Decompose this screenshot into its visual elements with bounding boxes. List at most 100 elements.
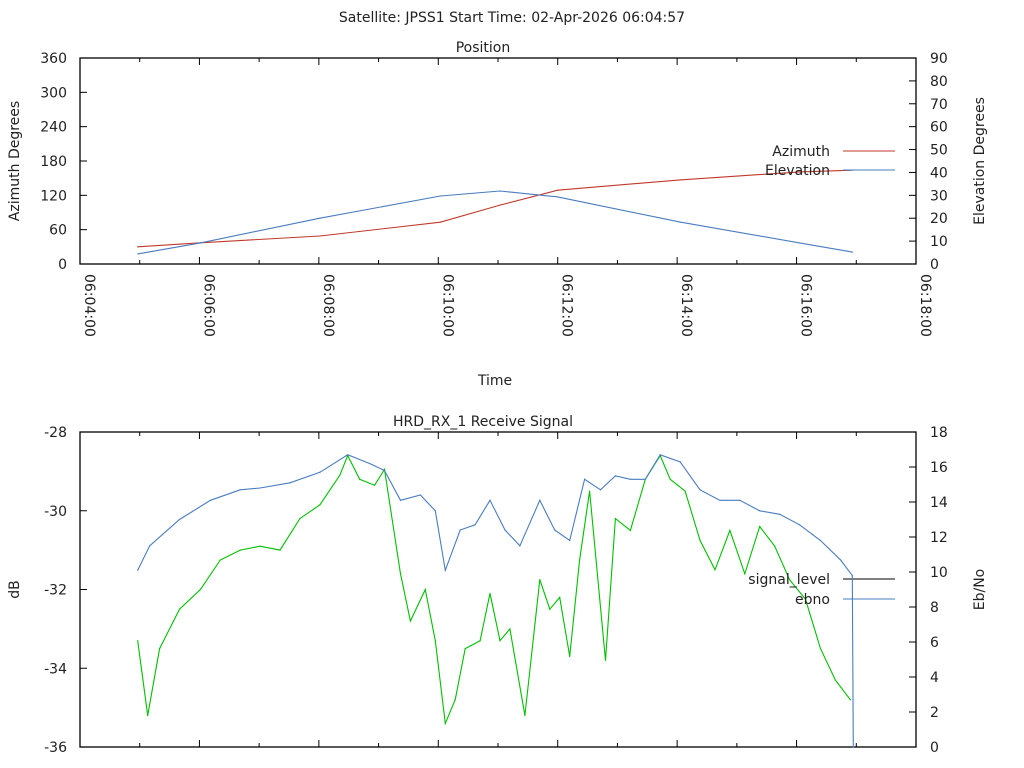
data-point-ebno [137,569,139,571]
y-tick-label: 300 [40,85,67,101]
data-point-azimuth [798,171,801,173]
y2-tick-label: 10 [930,565,948,581]
y-tick-label: 240 [40,120,67,136]
figure-title: Satellite: JPSS1 Start Time: 02-Apr-2026… [339,10,685,26]
data-point-ebno [798,524,801,526]
receive-signal-plot: HRD_RX_1 Receive Signal -36 -34 -32 -30 -28 0 2… [7,414,988,756]
data-point-signal_level [669,478,671,480]
data-point-ebno [209,499,211,501]
plot-frame [79,57,917,265]
data-point-signal_level [569,655,571,658]
data-point-azimuth [137,246,139,248]
data-point-signal_level [804,598,807,600]
data-point-signal_level [588,490,591,492]
data-point-ebno [178,518,181,521]
data-point-ebno [419,494,421,496]
y2-tick-label: 70 [930,97,948,113]
y-tick-label: 120 [40,188,67,204]
y2-tick-label: 14 [930,495,948,511]
data-point-signal_level [699,539,701,541]
data-point-ebno [679,461,681,463]
data-point-ebno [659,454,661,456]
y-tick-label: -30 [44,504,67,520]
data-point-elevation [851,251,853,253]
data-point-signal_level [399,573,402,575]
y2-tick-label: 80 [930,74,948,90]
data-point-ebno [719,499,721,501]
data-point-ebno [434,510,436,512]
series-line-elevation [137,190,853,255]
data-point-azimuth [439,221,441,223]
y2-tick-label: 60 [930,120,948,136]
data-point-signal_level [373,484,376,486]
data-point-ebno [399,499,402,501]
data-point-ebno [489,499,491,501]
y-tick-label: 180 [40,154,67,170]
data-point-signal_level [434,640,436,642]
data-point-ebno [554,529,556,531]
data-point-signal_level [524,714,526,717]
y-tick-label: 60 [49,223,67,239]
data-point-azimuth [679,179,681,181]
data-point-signal_level [559,596,561,598]
data-point-signal_level [629,529,631,532]
series-line-signal_level [137,454,851,726]
y-tick-label: -32 [44,583,67,599]
data-point-elevation [319,217,321,219]
y-tick-label: 0 [58,257,67,273]
data-point-signal_level [159,647,161,650]
plot-title: Position [456,40,511,56]
data-point-ebno [459,529,461,531]
data-point-signal_level [239,549,241,551]
y2-tick-label: 40 [930,165,948,181]
data-point-signal_level [684,490,686,492]
data-point-ebno [779,513,781,515]
legend-label-signal_level: signal_level [748,572,830,588]
data-point-ebno [699,489,701,491]
data-point-signal_level [219,559,221,561]
data-point-elevation [137,253,139,255]
data-point-ebno [583,478,586,480]
data-point-signal_level [729,529,731,532]
x-tick-label: 06:18:00 [917,274,933,337]
y2-tick-label: 2 [930,705,939,721]
y2-tick-label: 30 [930,188,948,204]
data-point-signal_level [424,588,426,591]
data-point-elevation [679,221,681,223]
data-point-signal_level [714,569,716,571]
data-point-signal_level [147,714,149,717]
data-point-signal_level [137,640,139,642]
data-point-signal_level [509,628,511,630]
y-axis-label: Azimuth Degrees [7,101,23,221]
data-point-ebno [444,569,446,571]
data-point-signal_level [489,592,491,595]
data-point-signal_level [614,518,617,520]
data-point-ebno [614,475,617,477]
position-plot: Position 06:04:00 06:06:00 06:08:00 06:10:00… [7,40,988,389]
data-point-ebno [852,746,854,748]
plot-title: HRD_RX_1 Receive Signal [393,414,573,430]
data-point-signal_level [339,474,341,476]
y-tick-label: -36 [44,740,67,756]
data-point-ebno [369,462,371,465]
y2-tick-label: 8 [930,600,939,616]
y2-tick-label: 4 [930,670,939,686]
y-tick-label: 360 [40,51,67,67]
data-point-signal_level [834,679,836,681]
x-axis-label: Time [477,373,512,389]
y-tick-label: -34 [44,661,67,677]
data-point-elevation [798,242,801,244]
y2-tick-label: 6 [930,635,939,651]
data-point-ebno [629,478,631,480]
y2-tick-label: 12 [930,530,948,546]
data-point-ebno [759,510,761,512]
data-point-elevation [499,190,501,192]
data-point-ebno [149,545,151,547]
data-point-signal_level [789,579,791,581]
plot-frame [79,431,917,748]
data-point-ebno [504,529,506,531]
data-point-signal_level [279,549,281,551]
data-point-signal_level [319,504,321,506]
y-tick-label: -28 [44,425,67,441]
